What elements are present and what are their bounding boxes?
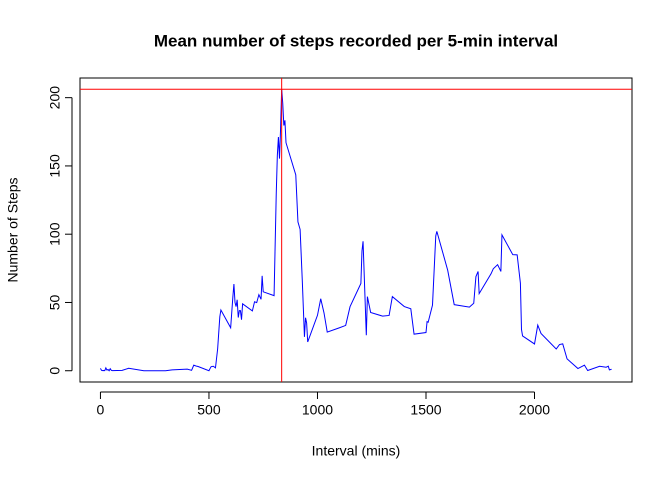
y-tick-label: 100 (47, 222, 63, 246)
y-tick-label: 200 (47, 86, 63, 110)
x-tick-label: 1500 (410, 402, 441, 418)
x-tick-label: 2000 (519, 402, 550, 418)
x-tick-label: 500 (197, 402, 221, 418)
plot-box (79, 77, 633, 383)
y-tick-label: 150 (47, 154, 63, 178)
chart-title: Mean number of steps recorded per 5-min … (154, 31, 558, 50)
x-tick-label: 0 (97, 402, 105, 418)
x-tick-label: 1000 (302, 402, 333, 418)
data-line (100, 89, 612, 372)
y-axis-label: Number of Steps (5, 177, 21, 282)
x-axis-label: Interval (mins) (312, 443, 401, 459)
y-tick-label: 50 (47, 294, 63, 310)
y-tick-label: 0 (47, 367, 63, 375)
